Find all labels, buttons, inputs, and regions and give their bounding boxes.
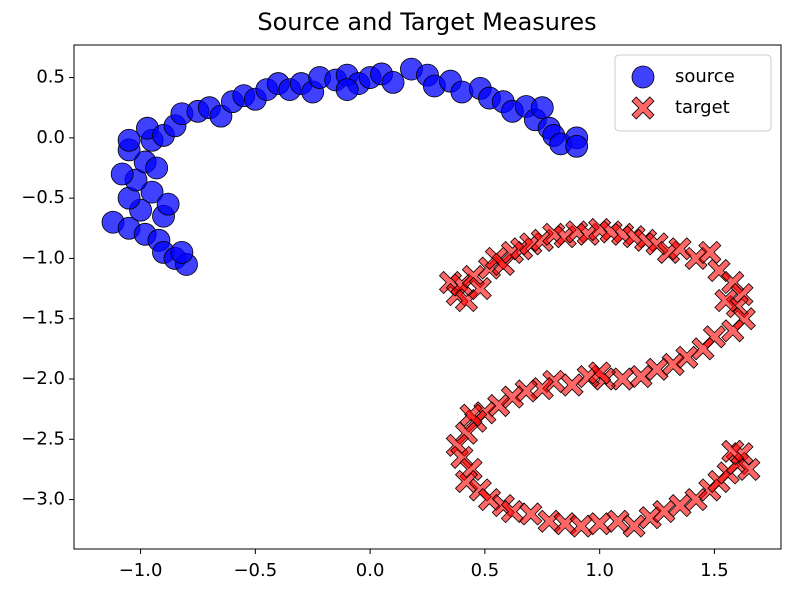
- y-tick-label: −1.5: [21, 308, 65, 329]
- target-point: [737, 457, 761, 481]
- y-tick-label: 0.0: [36, 127, 65, 148]
- y-tick-label: −2.5: [21, 428, 65, 449]
- target-point: [721, 439, 745, 463]
- target-point: [459, 403, 483, 427]
- x-tick-label: −0.5: [233, 560, 277, 581]
- target-point: [454, 469, 479, 494]
- axes-frame: [73, 44, 782, 550]
- chart-title: Source and Target Measures: [257, 8, 596, 36]
- target-point: [721, 319, 745, 343]
- target-point: [691, 337, 715, 361]
- target-point: [500, 385, 524, 409]
- target-point: [468, 277, 492, 301]
- x-tick-label: 0.0: [356, 560, 385, 581]
- target-point: [487, 393, 511, 418]
- source-point: [335, 78, 359, 102]
- legend-marker: [631, 65, 655, 89]
- source-point: [145, 156, 169, 180]
- source-point: [156, 192, 180, 216]
- y-tick-label: −0.5: [21, 187, 65, 208]
- target-point: [645, 357, 669, 381]
- legend-box: [614, 54, 772, 132]
- target-point: [606, 509, 630, 533]
- source-point: [110, 162, 134, 186]
- y-tick-label: −1.0: [21, 247, 65, 268]
- target-point: [514, 379, 538, 403]
- target-point: [698, 240, 722, 264]
- target-point: [588, 361, 612, 385]
- target-point: [675, 345, 699, 369]
- x-tick-label: 1.5: [700, 560, 729, 581]
- target-point: [668, 237, 692, 261]
- plot-area: [101, 57, 761, 538]
- source-point: [140, 180, 164, 204]
- x-tick-label: 1.0: [585, 560, 614, 581]
- target-point: [519, 502, 543, 526]
- target-point: [661, 352, 685, 377]
- source-point: [381, 70, 405, 94]
- legend: source target: [614, 54, 772, 132]
- source-point: [530, 96, 554, 120]
- target-point: [588, 512, 612, 536]
- legend-label: source: [675, 66, 735, 87]
- target-point: [477, 488, 502, 512]
- legend-label: target: [675, 97, 730, 118]
- x-tick-label: 0.5: [471, 560, 500, 581]
- x-tick-label: −1.0: [119, 560, 163, 581]
- target-point: [714, 289, 738, 313]
- legend-marker: [631, 96, 655, 120]
- source-point: [117, 128, 141, 152]
- y-tick-label: −2.0: [21, 368, 65, 389]
- y-tick-label: 0.5: [36, 67, 65, 88]
- y-tick-label: −3.0: [21, 489, 65, 510]
- source-point: [565, 134, 589, 158]
- source-point: [170, 240, 194, 264]
- target-point: [569, 514, 593, 538]
